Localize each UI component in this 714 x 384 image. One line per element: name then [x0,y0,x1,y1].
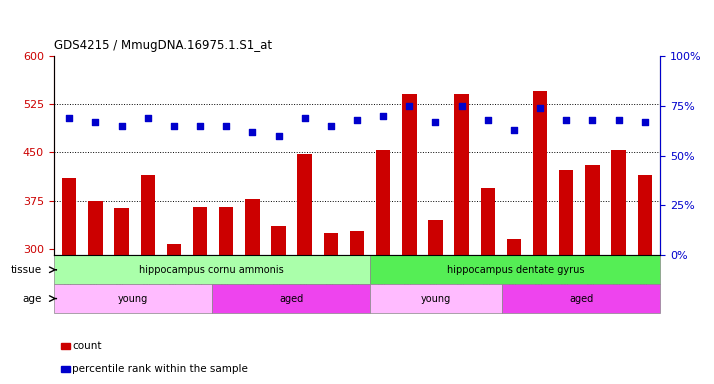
Point [194,122,206,129]
Text: count: count [72,341,101,351]
Bar [585,165,600,255]
Text: aged: aged [279,293,303,304]
Point [221,122,232,129]
Bar [54,284,212,313]
Bar [370,284,502,313]
Bar [141,175,155,255]
Point [430,119,441,125]
Point [325,122,336,129]
Point [639,119,650,125]
Point [351,116,363,122]
Point [508,126,520,132]
Point [534,104,545,111]
Bar [402,94,416,255]
Bar [166,244,181,255]
Point [116,122,127,129]
Bar [212,284,370,313]
Point [482,116,493,122]
Bar [193,207,207,255]
Bar [638,175,652,255]
Bar [323,233,338,255]
Point [273,132,284,139]
Bar [370,255,660,284]
Bar [54,255,370,284]
Text: percentile rank within the sample: percentile rank within the sample [72,364,248,374]
Bar [245,199,260,255]
Bar [298,154,312,255]
Text: young: young [118,293,148,304]
Text: GDS4215 / MmugDNA.16975.1.S1_at: GDS4215 / MmugDNA.16975.1.S1_at [54,39,271,52]
Bar [62,178,76,255]
Point [169,122,180,129]
Text: young: young [421,293,451,304]
Bar [89,200,103,255]
Bar [533,91,548,255]
Bar [611,151,625,255]
Bar [454,94,469,255]
Text: hippocampus dentate gyrus: hippocampus dentate gyrus [446,265,584,275]
Point [90,119,101,125]
Point [378,113,389,119]
Point [456,103,468,109]
Bar [428,220,443,255]
Point [560,116,572,122]
Bar [502,284,660,313]
Point [246,129,258,135]
Bar [376,151,391,255]
Point [64,114,75,121]
Bar [481,188,495,255]
Bar [219,207,233,255]
Text: tissue: tissue [10,265,41,275]
Text: hippocampus cornu ammonis: hippocampus cornu ammonis [139,265,284,275]
Point [403,103,415,109]
Bar [350,231,364,255]
Bar [507,238,521,255]
Bar [114,209,129,255]
Point [142,114,154,121]
Point [299,114,311,121]
Bar [271,227,286,255]
Point [587,116,598,122]
Text: age: age [22,293,41,304]
Point [613,116,624,122]
Bar [559,170,573,255]
Text: aged: aged [569,293,593,304]
